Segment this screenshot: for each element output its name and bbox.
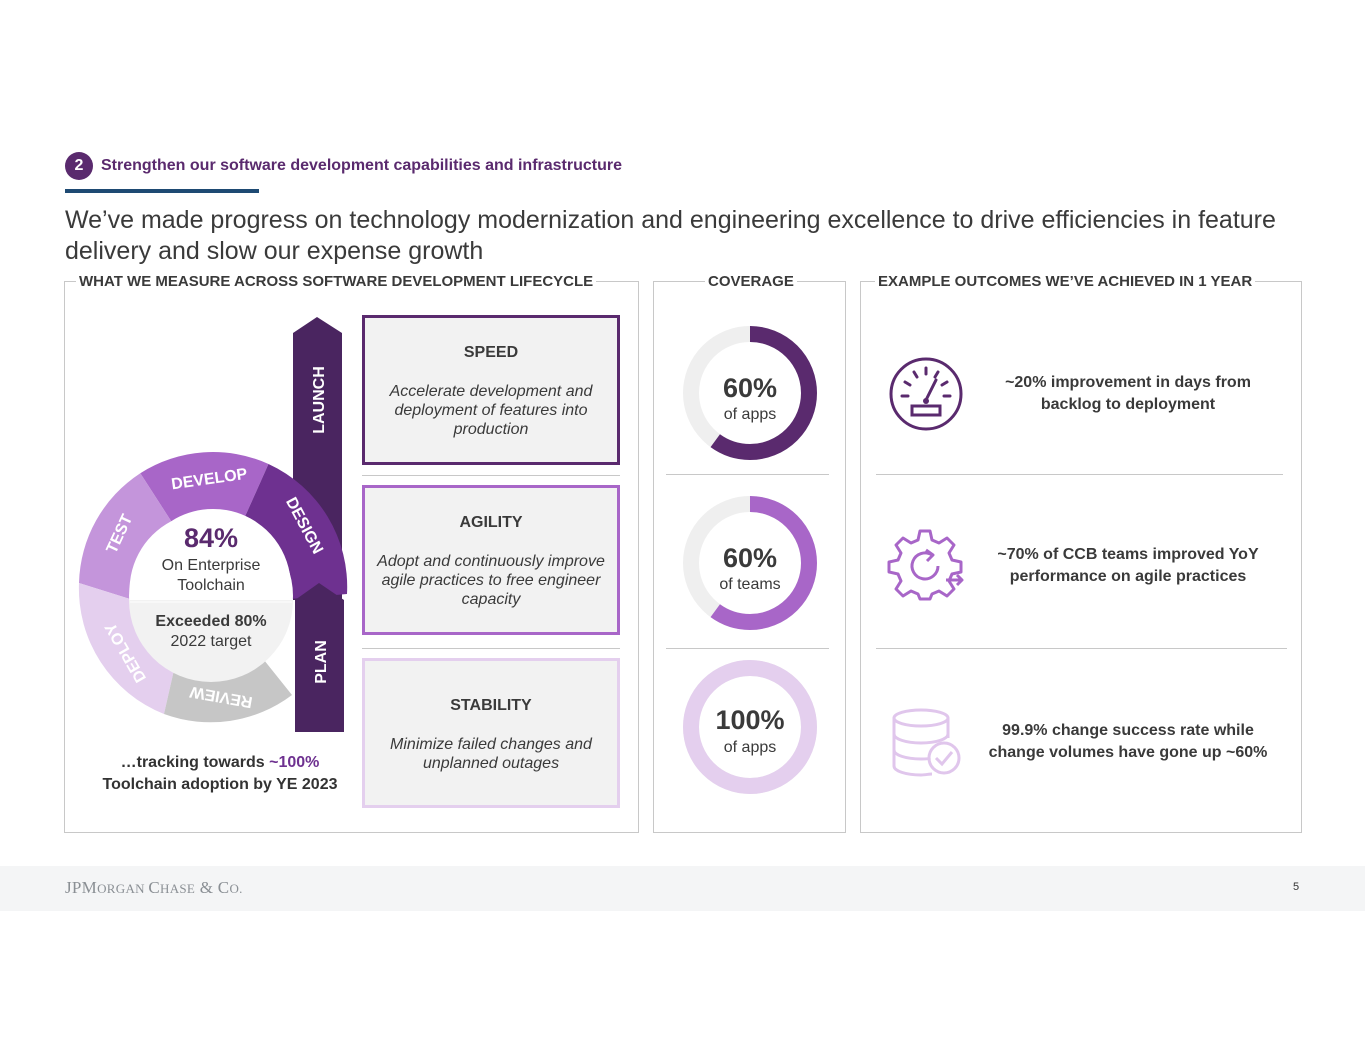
card-divider-1 [362,475,620,476]
logo-hase: HASE [160,881,196,896]
outcome-1-line-1: ~20% improvement in days from [1005,374,1251,391]
plan-label: PLAN [313,640,330,684]
logo-o: O. [229,881,243,896]
outcome-divider-2 [876,648,1287,649]
stability-card: STABILITY Minimize failed changes and un… [362,658,620,808]
outcome-divider-1 [876,474,1283,475]
card-divider-2 [362,648,620,649]
coverage-value-3: 100% [715,705,785,735]
logo-amp: & C [195,878,230,897]
deploy-segment [78,583,174,714]
speedometer-icon [889,357,963,431]
logo-organ: ORGAN [97,881,149,896]
page-number: 5 [1293,881,1300,893]
tracking-line-2: Toolchain adoption by YE 2023 [102,776,338,793]
donut-fill [683,496,817,630]
agility-card: AGILITY Adopt and continuously improve a… [362,485,620,635]
logo-c: C [148,878,161,897]
coverage-label-2: of teams [719,576,781,593]
wheel-center-lower [129,600,293,682]
stability-card-title: STABILITY [450,697,532,714]
section-number-badge: 2 [65,152,93,180]
agility-card-body: Adopt and continuously improve agile pra… [377,553,605,608]
coverage-donut-teams [683,496,817,630]
outcome-3-line-1: 99.9% change success rate while [1002,722,1254,739]
test-segment [79,473,172,599]
adoption-label-2: Toolchain [177,577,245,594]
outcome-3: 99.9% change success rate while change v… [978,720,1278,764]
adoption-label-1: On Enterprise [161,557,261,574]
speed-card: SPEED Accelerate development and deploym… [362,315,620,465]
company-logo: JPMORGAN CHASE & CO. [65,878,243,898]
speed-card-body: Accelerate development and deployment of… [389,383,593,438]
stability-card-body: Minimize failed changes and unplanned ou… [390,736,592,772]
outcome-1: ~20% improvement in days from backlog to… [978,372,1278,416]
logo-j: JPM [65,878,98,897]
outcome-2-line-2: performance on agile practices [1009,568,1247,585]
design-segment [245,464,348,599]
coverage-value-1: 60% [722,373,778,403]
outcomes-panel-title: EXAMPLE OUTCOMES WE’VE ACHIEVED IN 1 YEA… [875,273,1256,290]
coverage-label-3: of apps [723,739,777,756]
plan-arrow [295,583,344,732]
adoption-value: 84% [183,523,239,553]
agility-card-title: AGILITY [459,514,523,531]
coverage-divider-2 [666,648,829,649]
outcome-2-line-1: ~70% of CCB teams improved YoY [997,546,1259,563]
donut-fill [683,326,817,460]
speed-card-title: SPEED [463,344,519,361]
section-title: Strengthen our software development capa… [101,157,622,174]
coverage-donuts [683,326,817,794]
database-check-icon [892,708,961,777]
lifecycle-diagram: DEVELOP DESIGN TEST DEPLOY REVIEW LAUNCH… [78,317,348,732]
donut-fill [683,660,817,794]
gear-refresh-icon [887,529,964,601]
coverage-panel-title: COVERAGE [705,273,797,290]
target-line-1: Exceeded 80% [155,613,267,630]
lifecycle-panel-title: WHAT WE MEASURE ACROSS SOFTWARE DEVELOPM… [76,273,597,290]
coverage-label-1: of apps [723,406,777,423]
outcome-3-line-2: change volumes have gone up ~60% [988,744,1268,761]
tracking-prefix: …tracking towards [120,754,270,771]
coverage-divider-1 [666,474,829,475]
tracking-highlight: ~100% [269,754,320,771]
page-headline: We’ve made progress on technology modern… [65,206,1276,265]
outcome-1-line-2: backlog to deployment [1040,396,1216,413]
section-underline [65,189,259,193]
target-line-2: 2022 target [170,633,252,650]
review-segment [164,660,292,723]
outcome-2: ~70% of CCB teams improved YoY performan… [978,544,1278,588]
coverage-value-2: 60% [722,543,778,573]
coverage-donut-apps [683,326,817,460]
footer-bar [0,866,1365,911]
launch-label: LAUNCH [311,366,328,434]
coverage-donut-apps-total [683,660,817,794]
develop-segment [140,452,269,522]
tracking-line-1: …tracking towards ~100% [70,754,370,772]
